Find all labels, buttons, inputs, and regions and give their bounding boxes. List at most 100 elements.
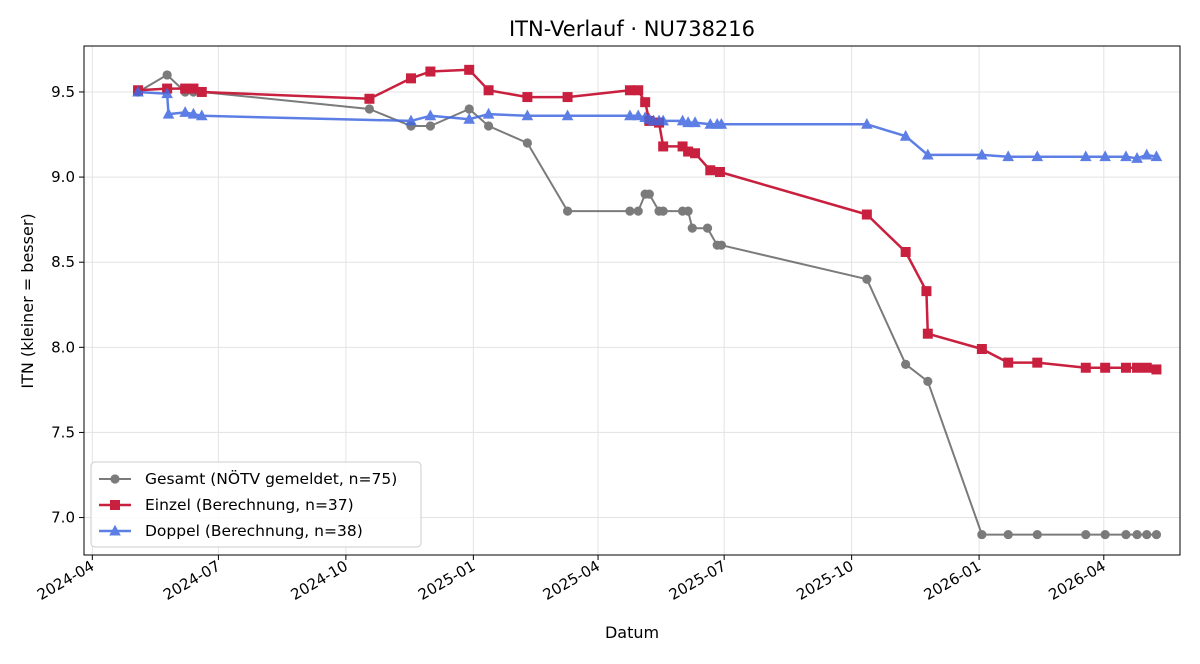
data-point [1141,362,1152,373]
legend-frame [90,461,422,548]
data-point [195,109,208,121]
data-point [180,83,191,94]
data-point [1131,152,1143,163]
series-layer [132,64,1163,540]
data-point [562,206,573,216]
data-point [683,206,693,216]
data-point [1150,150,1163,162]
legend-marker [109,524,121,536]
y-axis-label: ITN (kleiner = besser) [18,213,37,388]
data-point [922,148,934,160]
data-point [1132,529,1142,540]
data-point [658,206,668,216]
data-point [1100,529,1110,540]
data-point [162,70,172,80]
series-line [137,73,1157,536]
data-point [977,529,987,540]
data-point [690,148,701,159]
series-square [133,64,1162,375]
data-point [861,118,873,129]
data-point [922,328,933,339]
data-point [1132,362,1143,373]
data-point [561,109,574,121]
data-point [196,86,207,97]
legend-entry-label: Einzel (Berechnung, n=37) [145,496,354,514]
data-point [658,141,669,152]
legend-marker [110,500,120,510]
data-point [702,223,713,233]
data-point [624,109,636,121]
data-point [1140,148,1153,160]
data-point [188,83,199,94]
y-tick-label: 8.5 [51,253,75,271]
y-tick-label: 7.0 [51,509,75,527]
data-point [562,92,573,103]
data-point [1032,357,1043,368]
data-point [976,344,987,355]
data-point [1151,364,1162,375]
data-point [1031,150,1044,162]
data-point [716,240,726,250]
data-point [522,92,533,103]
data-point [1032,529,1042,540]
data-point [1003,357,1014,368]
data-point [640,97,651,108]
y-tick-label: 7.5 [51,423,75,441]
data-point [1100,362,1111,373]
data-point [522,138,532,148]
data-point [921,286,932,297]
data-point [425,66,436,77]
data-point [483,85,494,96]
data-point [405,73,416,84]
data-point [861,209,872,220]
data-point [1099,150,1111,162]
data-point [161,87,173,99]
data-point [179,106,191,117]
data-point [425,121,435,131]
data-point [689,116,701,128]
data-point [899,129,912,141]
data-point [677,141,688,152]
data-point [364,93,375,104]
data-point [633,206,643,216]
x-axis-label: Datum [605,623,659,642]
legend-marker [110,474,120,484]
legend-entry-handle [99,474,131,484]
data-point [405,114,417,126]
y-tick-label: 8.0 [51,338,75,356]
data-point [976,148,988,160]
data-point [1120,362,1131,373]
y-tick-label: 9.5 [51,83,75,101]
data-point [132,85,144,97]
data-point [482,107,495,119]
data-point [464,64,475,75]
data-point [1142,529,1152,540]
data-point [625,206,635,216]
data-point [463,112,475,124]
data-point [633,85,644,96]
data-point [632,109,645,121]
data-point [900,246,911,257]
data-point [162,107,175,119]
data-point [1079,150,1092,162]
y-tick-label: 9.0 [51,168,75,186]
data-point [1120,150,1132,162]
data-point [705,165,716,176]
data-point [1081,529,1091,540]
data-point [1151,529,1162,540]
data-point [521,109,534,121]
data-point [1080,362,1091,373]
data-point [715,118,728,129]
chart-title: ITN-Verlauf · NU738216 [509,17,755,41]
data-point [687,223,697,233]
legend-entry-label: Gesamt (NÖTV gemeldet, n=75) [145,469,397,488]
data-point [683,146,694,157]
data-point [644,189,654,199]
data-point [364,104,375,114]
data-point [901,359,911,369]
legend-entry-handle [99,500,131,510]
series-line [137,68,1157,371]
